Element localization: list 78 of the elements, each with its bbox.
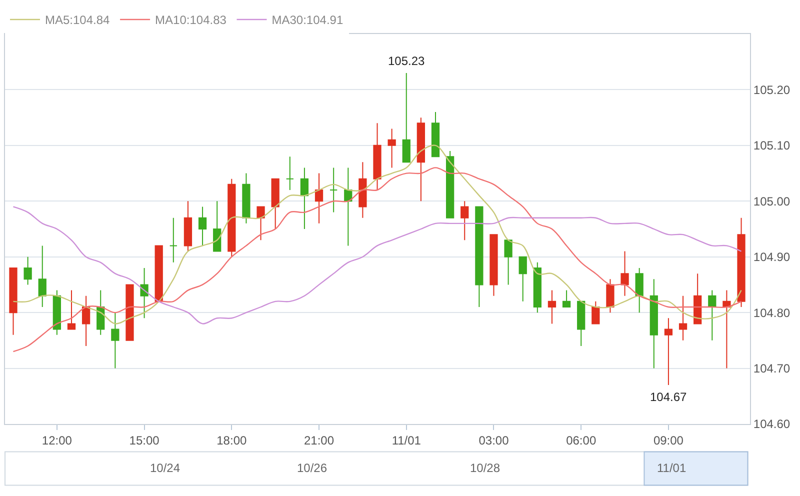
candlestick [431, 112, 440, 158]
candlestick [592, 300, 600, 324]
candlestick [722, 290, 731, 369]
candlestick [96, 290, 105, 336]
candlestick [67, 290, 76, 330]
candlestick [708, 290, 716, 341]
candlestick [635, 268, 644, 314]
candlestick [388, 128, 396, 168]
candlestick [126, 284, 134, 341]
candlestick [314, 172, 324, 224]
candlestick [140, 268, 148, 319]
candlestick [664, 318, 673, 386]
y-tick-label: 105.10 [753, 138, 790, 153]
candlestick [490, 234, 498, 296]
x-tick-label: 18:00 [216, 433, 247, 448]
candlestick [24, 256, 32, 286]
text: 10/26 [297, 461, 328, 475]
candlestick [518, 256, 527, 302]
candlestick [344, 167, 352, 246]
candlestick [330, 167, 338, 213]
candlestick [184, 200, 192, 252]
annotation: 105.23 [388, 54, 426, 68]
candlestick [300, 167, 309, 230]
x-tick-label: 15:00 [129, 433, 160, 448]
y-tick-label: 104.60 [753, 417, 790, 432]
candlestick [154, 245, 163, 302]
candlestick [52, 290, 61, 336]
candlestick [213, 200, 222, 252]
candlestick [577, 300, 586, 346]
x-tick-label: 03:00 [478, 433, 510, 448]
candlestick [256, 206, 265, 241]
candlestick [242, 172, 250, 224]
candlestick [548, 290, 556, 324]
candlestick [111, 312, 120, 369]
legend-label: MA30:104.91 [272, 13, 344, 28]
x-tick-label: 06:00 [566, 433, 596, 448]
y-tick-label: 105.20 [753, 82, 790, 97]
candlestick [562, 290, 571, 308]
x-tick-label: 21:00 [304, 433, 334, 448]
candlestick [694, 273, 702, 324]
candlestick [620, 250, 629, 296]
candlestick [286, 156, 294, 190]
y-tick-label: 105.00 [753, 194, 790, 208]
candlestick [228, 178, 236, 258]
candlestick [82, 295, 90, 346]
text: 11/01 [657, 461, 686, 475]
candlestick [650, 278, 658, 369]
line-series [12, 144, 742, 324]
candlestick [460, 200, 469, 241]
candlestick [402, 72, 410, 163]
candlestick [169, 217, 178, 263]
candlestick [373, 122, 382, 190]
legend-label: MA5:104.84 [45, 13, 110, 28]
y-tick-label: 104.80 [753, 306, 790, 320]
y-tick-label: 104.70 [753, 361, 790, 376]
legend-label: MA10:104.83 [155, 13, 227, 28]
x-tick-label: 12:00 [42, 433, 72, 448]
candlestick [475, 206, 484, 308]
candlestick [198, 206, 207, 246]
candlestick [606, 278, 614, 314]
text: 10/28 [470, 461, 500, 475]
line-series [12, 206, 742, 324]
annotation: 104.67 [650, 390, 688, 404]
candlestick [271, 178, 280, 230]
line-series [12, 167, 742, 352]
candlestick [38, 245, 46, 308]
candlestick [678, 295, 688, 341]
candlestick [446, 150, 454, 218]
candlestick [504, 240, 512, 286]
candlestick [9, 268, 18, 336]
x-tick-label: 09:00 [653, 433, 684, 448]
candlestick [416, 117, 426, 202]
text: 10/24 [150, 461, 180, 475]
x-tick-label: 11/01 [392, 433, 422, 448]
y-tick-label: 104.90 [753, 250, 790, 264]
candlestick [737, 217, 746, 308]
candlestick [533, 262, 542, 314]
candlestick [358, 162, 367, 218]
